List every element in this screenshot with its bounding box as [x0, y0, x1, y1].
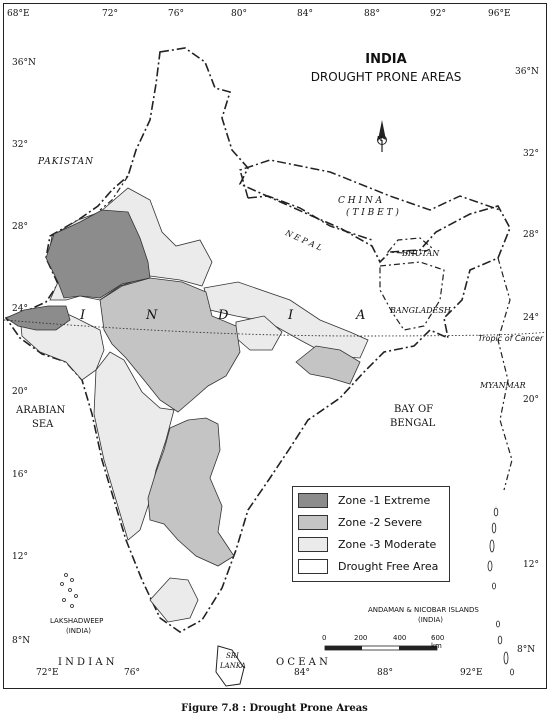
lon-tick: 88° [364, 9, 380, 19]
zone-3-bihar [203, 281, 369, 359]
lat-tick: 16° [12, 470, 28, 480]
map-frame [3, 3, 547, 689]
label-tibet: ( T I B E T ) [346, 208, 399, 218]
label-andaman-nicobar: ANDAMAN & NICOBAR ISLANDS [368, 606, 479, 614]
china-boundary [239, 159, 501, 211]
label-tropic-of-cancer: Tropic of Cancer [478, 334, 544, 343]
pakistan-boundary [99, 175, 129, 211]
lon-tick: 76° [124, 668, 140, 678]
scale-bar [324, 645, 438, 651]
label-sea: SEA [32, 419, 54, 430]
lon-tick: 72°E [36, 668, 59, 678]
lon-tick: 84° [294, 668, 310, 678]
label-sri: SRI [226, 652, 239, 660]
legend-item-zone-3: Zone -3 Moderate [298, 536, 436, 552]
legend-item-drought-free: Drought Free Area [298, 558, 438, 574]
lon-tick: 92°E [460, 668, 483, 678]
lon-tick: 80° [231, 9, 247, 19]
north-arrow-label: N [377, 135, 383, 143]
andaman-nicobar-islands [487, 507, 514, 676]
legend-swatch [298, 558, 328, 574]
zone-3-deccan [93, 351, 175, 541]
label-ocean: O C E A N [276, 657, 328, 668]
label-bengal: BENGAL [390, 418, 436, 429]
lakshadweep-islands [60, 573, 78, 608]
lat-tick: 8°N [12, 636, 31, 646]
label-india-letter: D [218, 308, 229, 323]
lat-tick: 12° [12, 552, 28, 562]
lat-tick: 36°N [12, 58, 36, 68]
label-andaman-india: (INDIA) [418, 616, 444, 624]
legend-label: Zone -2 Severe [338, 515, 423, 529]
bangladesh-boundary [379, 261, 445, 331]
legend: Zone -1 Extreme Zone -2 Severe Zone -3 M… [292, 486, 450, 582]
label-arabian: ARABIAN [16, 405, 66, 416]
lat-tick: 28° [523, 230, 539, 240]
myanmar-boundary [497, 257, 513, 491]
figure-caption: Figure 7.8 : Drought Prone Areas [181, 703, 368, 714]
scale-tick-label: 400 [393, 634, 407, 642]
scale-tick-label: 0 [322, 634, 327, 642]
label-indian: I N D I A N [58, 657, 115, 668]
lon-tick: 88° [377, 668, 393, 678]
legend-label: Zone -3 Moderate [338, 537, 437, 551]
lat-tick: 24° [12, 304, 28, 314]
lon-tick: 96°E [488, 9, 511, 19]
label-india-letter: N [146, 308, 158, 323]
north-arrow [377, 120, 387, 152]
lon-tick: 68°E [7, 9, 30, 19]
lat-tick: 20° [12, 387, 28, 397]
label-china: C H I N A [338, 196, 383, 206]
lat-tick: 20° [523, 395, 539, 405]
scale-tick-label: 200 [354, 634, 368, 642]
lat-tick: 28° [12, 222, 28, 232]
zone-2-east [295, 345, 361, 385]
label-pakistan: PAKISTAN [38, 157, 95, 167]
lon-tick: 84° [297, 9, 313, 19]
tropic-of-cancer-line [3, 319, 547, 337]
map-title: INDIA [365, 52, 407, 67]
label-lakshadweep-india: (INDIA) [66, 627, 92, 635]
label-india-letter: A [356, 308, 366, 323]
legend-item-zone-2: Zone -2 Severe [298, 514, 422, 530]
label-bangladesh: BANGLADESH [390, 306, 451, 315]
legend-item-zone-1: Zone -1 Extreme [298, 492, 430, 508]
lat-tick: 36°N [515, 67, 539, 77]
label-india-letter: I [288, 308, 294, 323]
label-india-letter: I [80, 308, 86, 323]
lat-tick: 12° [523, 560, 539, 570]
lon-tick: 72° [102, 9, 118, 19]
scale-tick-label: 600 km [431, 634, 445, 650]
zone-2-deccan [147, 417, 235, 567]
label-bay-of: BAY OF [394, 404, 434, 415]
zone-3-south [149, 577, 199, 623]
legend-label: Drought Free Area [338, 559, 439, 573]
legend-swatch [298, 514, 328, 530]
bhutan-boundary [386, 237, 434, 255]
label-bhutan: BHUTAN [402, 249, 440, 258]
nepal-boundary [247, 195, 373, 241]
zone-1-rajasthan [45, 209, 151, 299]
label-lakshadweep: LAKSHADWEEP [50, 617, 104, 625]
map-subtitle: DROUGHT PRONE AREAS [310, 70, 462, 84]
legend-label: Zone -1 Extreme [338, 493, 431, 507]
lat-tick: 24° [523, 313, 539, 323]
label-myanmar: MYANMAR [480, 381, 526, 390]
lat-tick: 32° [12, 140, 28, 150]
lon-tick: 76° [168, 9, 184, 19]
label-lanka: LANKA [220, 662, 246, 670]
lon-tick: 92° [430, 9, 446, 19]
lat-tick: 8°N [517, 645, 536, 655]
zone-2-central [99, 277, 241, 413]
sri-lanka-outline [215, 645, 245, 687]
legend-swatch [298, 492, 328, 508]
legend-swatch [298, 536, 328, 552]
lat-tick: 32° [523, 149, 539, 159]
